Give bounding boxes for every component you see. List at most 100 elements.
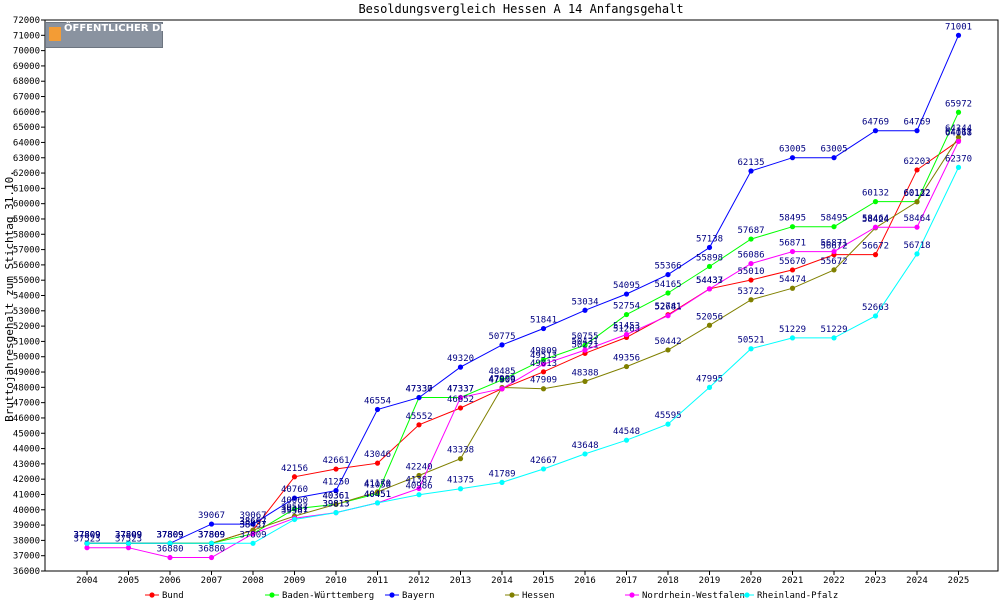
data-label: 46652	[447, 395, 474, 405]
data-point	[955, 109, 962, 115]
data-label: 47909	[530, 376, 557, 386]
data-label: 53034	[571, 297, 598, 307]
data-label: 41170	[364, 479, 391, 489]
data-point	[291, 506, 298, 512]
data-label: 54095	[613, 281, 640, 291]
y-axis-ticks: 36000 37000 38000 39000 40000 41000 42000 43000…	[13, 16, 45, 577]
data-point	[831, 224, 837, 230]
data-label: 47337	[447, 384, 474, 394]
data-point	[333, 501, 339, 507]
data-point	[623, 437, 630, 443]
data-label: 38667	[239, 517, 266, 527]
x-tick-label: 2024	[906, 576, 928, 586]
data-label: 56672	[820, 242, 847, 252]
data-point	[623, 311, 630, 318]
data-label: 39367	[281, 506, 308, 516]
data-point	[748, 297, 754, 303]
x-tick-label: 2004	[76, 576, 98, 586]
data-point	[499, 386, 505, 392]
data-label: 37809	[156, 530, 183, 540]
data-point	[748, 277, 754, 283]
data-point	[499, 479, 505, 485]
data-label: 39067	[239, 511, 266, 521]
data-point	[167, 554, 173, 561]
y-tick-label: 46000	[13, 414, 40, 424]
data-label: 48388	[571, 368, 598, 378]
data-point	[748, 236, 754, 242]
data-point	[872, 199, 879, 205]
data-point	[540, 386, 547, 392]
data-label: 46554	[364, 396, 391, 406]
data-label: 40451	[364, 490, 391, 500]
data-point	[789, 285, 796, 291]
data-point	[457, 405, 464, 411]
y-tick-label: 47000	[13, 399, 40, 409]
data-labels-layer: 37809 37809 37809 37809 38667 42156 42661 43046…	[73, 22, 972, 554]
data-label: 40361	[322, 491, 349, 501]
data-label: 50221	[571, 340, 598, 350]
y-tick-label: 67000	[13, 93, 40, 103]
y-tick-label: 65000	[13, 123, 40, 133]
data-label: 53722	[737, 287, 764, 297]
data-label: 39813	[322, 500, 349, 510]
data-point	[416, 472, 422, 479]
data-label: 41375	[447, 476, 474, 486]
data-label: 37809	[198, 530, 225, 540]
y-tick-label: 71000	[13, 31, 40, 41]
data-point	[457, 486, 464, 492]
data-label: 47330	[405, 385, 432, 395]
y-tick-label: 42000	[13, 475, 40, 485]
data-point	[499, 377, 505, 383]
data-point	[291, 516, 298, 523]
data-label: 49809	[530, 347, 557, 357]
data-point	[748, 260, 754, 267]
data-label: 56086	[737, 251, 764, 261]
y-tick-label: 55000	[13, 276, 40, 286]
y-tick-label: 61000	[13, 184, 40, 194]
data-point	[499, 342, 505, 348]
data-label: 39587	[281, 503, 308, 513]
data-point	[540, 466, 547, 472]
site-logo: ÖFFENTLICHER DIENST.INFO	[45, 22, 223, 48]
series-line	[87, 141, 959, 558]
data-label: 51453	[613, 321, 640, 331]
data-label: 55672	[820, 257, 847, 267]
data-point	[250, 531, 256, 537]
data-point	[291, 495, 298, 501]
x-tick-label: 2007	[201, 576, 223, 586]
data-label: 37809	[73, 530, 100, 540]
data-label: 40060	[281, 496, 308, 506]
data-label: 51229	[779, 325, 806, 335]
data-label: 57687	[737, 226, 764, 236]
y-tick-label: 66000	[13, 108, 40, 118]
y-tick-label: 60000	[13, 200, 40, 210]
data-label: 60132	[862, 189, 889, 199]
data-point	[582, 342, 588, 348]
x-tick-label: 2019	[699, 576, 721, 586]
data-point	[623, 291, 630, 297]
data-label: 43046	[364, 450, 391, 460]
legend-label: Bund	[162, 591, 184, 600]
data-label: 58495	[779, 214, 806, 224]
x-tick-label: 2011	[367, 576, 389, 586]
data-point	[250, 521, 256, 527]
data-point	[955, 134, 962, 140]
y-tick-label: 69000	[13, 62, 40, 72]
y-tick-label: 58000	[13, 230, 40, 240]
data-label: 40451	[364, 490, 391, 500]
data-label: 37809	[115, 530, 142, 540]
plot-frame	[44, 19, 999, 572]
data-point	[914, 167, 920, 173]
data-point	[789, 335, 796, 341]
data-point	[789, 155, 796, 161]
data-label: 40986	[405, 482, 432, 492]
data-point	[374, 489, 381, 495]
data-label: 37809	[115, 530, 142, 540]
data-point	[84, 540, 90, 546]
y-tick-label: 62000	[13, 169, 40, 179]
data-label: 37809	[115, 530, 142, 540]
series-line	[87, 140, 959, 544]
data-label: 49513	[530, 351, 557, 361]
legend-label: Bayern	[402, 591, 435, 600]
